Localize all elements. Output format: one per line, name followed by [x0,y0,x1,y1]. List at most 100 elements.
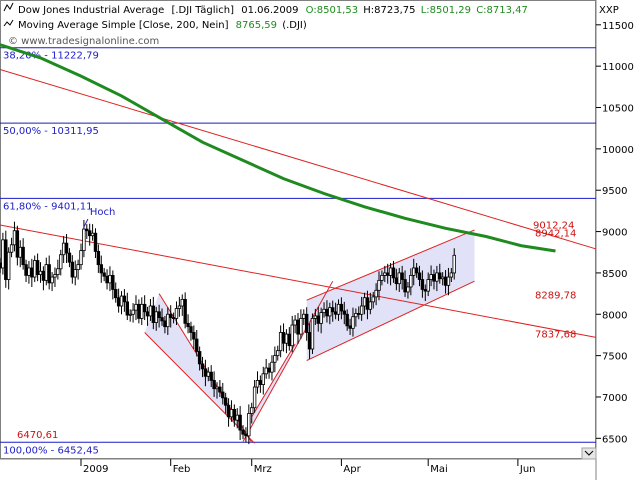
price-bar-body [18,246,22,258]
price-bar-body [215,386,219,390]
y-axis: 6500 7000 7500 8000 8500 9000 9500 10000 10500 11… [596,21,634,445]
high-value: H:8723,75 [363,5,415,16]
price-bar-body [38,270,43,275]
price-bar-body [319,312,323,324]
price-bar-body [195,338,199,352]
price-bar-body [261,373,265,385]
price-bar-body [53,274,57,278]
price-bar-body [328,307,332,317]
price-bar-body [70,261,75,278]
y-tick-label: 9500 [602,186,627,197]
price-bar-body [299,318,303,335]
price-bar-body [429,274,433,280]
price-bar-body [151,305,156,323]
price-bar-body [264,367,268,375]
price-bar-body [313,315,318,319]
price-bar-body [371,296,375,303]
price-bar-body [348,325,352,329]
price-bar-body [102,272,106,277]
x-tick-label: Mai [430,464,448,475]
price-bar-body [368,301,373,310]
price-bar-body [192,332,196,340]
price-bar-body [1,239,5,269]
symbol-meta: [.DJI Täglich] [171,5,234,16]
y-tick-label: 10000 [602,145,634,156]
price-bar-body [85,228,89,232]
price-bar-body [90,232,95,237]
price-bar-body [200,363,205,370]
price-bar-body [452,254,456,274]
price-bar-body [342,310,346,315]
x-tick-label: 2009 [83,464,108,475]
price-bar-body [365,297,370,310]
price-bar-body [336,303,341,315]
moving-average-200 [0,43,556,253]
price-bar-body [27,267,31,276]
y-tick-label: 7500 [602,352,627,363]
price-bar-body [128,313,132,316]
x-tick-label: Mrz [254,464,272,475]
price-bar-body [310,318,315,350]
y-tick-label: 10500 [602,104,634,115]
price-bar-body [134,303,138,311]
scroll-arrow-icon[interactable] [581,447,597,460]
price-bar-body [87,230,92,237]
price-bar-body [255,380,260,388]
price-bar-body [273,355,277,363]
header-line-2: Moving Average Simple [Close, 200, Nein]… [18,20,307,31]
price-bar-body [284,333,289,344]
price-bar-body [276,350,280,357]
price-bar-body [357,313,361,315]
price-bar-body [212,380,216,390]
price-bar-body [333,311,338,315]
price-bar-body [93,232,98,252]
price-bar-body [359,305,364,315]
price-bar-body [247,413,251,437]
price-bar-body [163,320,167,328]
ma-line-icon [3,19,14,27]
price-bar-body [30,267,34,278]
price-bar-body [171,317,176,319]
price-bar-body [432,274,436,282]
price-bar-body [41,270,46,281]
price-bar-body [293,319,297,326]
level-label-3: 8289,78 [535,290,576,301]
y-tick-label: 8500 [602,269,627,280]
price-bar-body [24,264,28,276]
trend-line-upper-downtrend [0,68,597,250]
price-bar-body [438,272,442,280]
price-bar-body [307,332,312,350]
price-bar-body [6,251,11,280]
ma-symbol: (.DJI) [282,20,307,31]
price-bar-body [435,272,439,282]
price-bar-body [4,239,8,280]
price-bar-body [140,303,144,319]
price-bar-body [302,313,306,319]
price-bar-body [296,319,300,335]
x-tick-label: Feb [173,464,191,475]
price-bar-body [180,298,184,307]
price-bar-body [440,276,445,280]
y-tick-label: 8000 [602,310,627,321]
y-tick-label: 6500 [602,434,627,445]
price-bar-body [122,295,127,303]
price-bar-body [238,414,242,431]
price-bar-body [114,289,118,299]
price-bar-body [76,264,80,271]
fib-label-0: 38,20% - 11222,79 [3,51,99,62]
price-bar-body [250,407,254,414]
price-bar-body [374,289,378,298]
fib-label-2: 61,80% - 9401,11 [3,201,92,212]
price-bar-body [44,264,48,281]
price-bar-body [183,298,187,324]
price-bar-body [203,368,208,377]
price-bar-body [267,367,271,373]
price-bar-body [33,260,37,278]
price-bar-body [443,276,448,286]
price-bar-body [235,414,239,421]
price-bar-body [420,279,425,290]
price-bar-body [316,315,320,324]
price-bar-body [287,333,292,347]
close-value: C:8713,47 [476,5,528,16]
